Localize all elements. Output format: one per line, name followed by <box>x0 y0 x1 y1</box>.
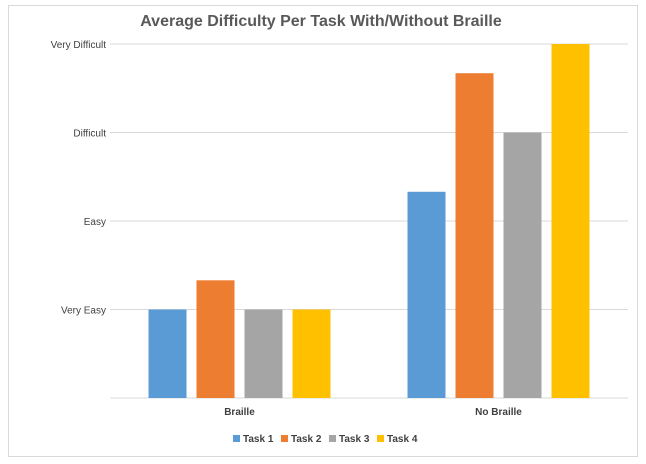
chart-title: Average Difficulty Per Task With/Without… <box>140 13 502 30</box>
legend: Task 1 Task 2 Task 3 Task 4 <box>233 434 418 445</box>
legend-label: Task 3 <box>339 434 370 445</box>
legend-item: Task 1 <box>233 434 274 445</box>
bar <box>244 309 283 398</box>
legend-swatch <box>233 435 240 442</box>
legend-swatch <box>329 435 336 442</box>
y-tick-label: Difficult <box>73 129 106 140</box>
legend-label: Task 2 <box>291 434 322 445</box>
bar <box>292 309 331 398</box>
legend-swatch <box>377 435 384 442</box>
legend-label: Task 1 <box>243 434 274 445</box>
bar <box>455 73 494 398</box>
x-category-label: Braille <box>224 407 255 418</box>
x-axis-categories: Braille No Braille <box>224 407 522 418</box>
x-category-label: No Braille <box>475 407 522 418</box>
y-tick-label: Very Difficult <box>51 40 107 51</box>
legend-item: Task 3 <box>329 434 370 445</box>
bar <box>196 280 235 398</box>
y-tick-label: Very Easy <box>61 306 106 317</box>
legend-label: Task 4 <box>387 434 418 445</box>
y-axis-ticks: Very Easy Easy Difficult Very Difficult <box>51 40 107 317</box>
legend-item: Task 4 <box>377 434 418 445</box>
bar <box>148 309 187 398</box>
legend-item: Task 2 <box>281 434 322 445</box>
legend-swatch <box>281 435 288 442</box>
y-tick-label: Easy <box>84 217 106 228</box>
bar <box>503 132 542 398</box>
bar <box>407 191 446 398</box>
gridlines <box>110 43 628 399</box>
bar <box>551 44 590 398</box>
bars <box>148 44 590 398</box>
